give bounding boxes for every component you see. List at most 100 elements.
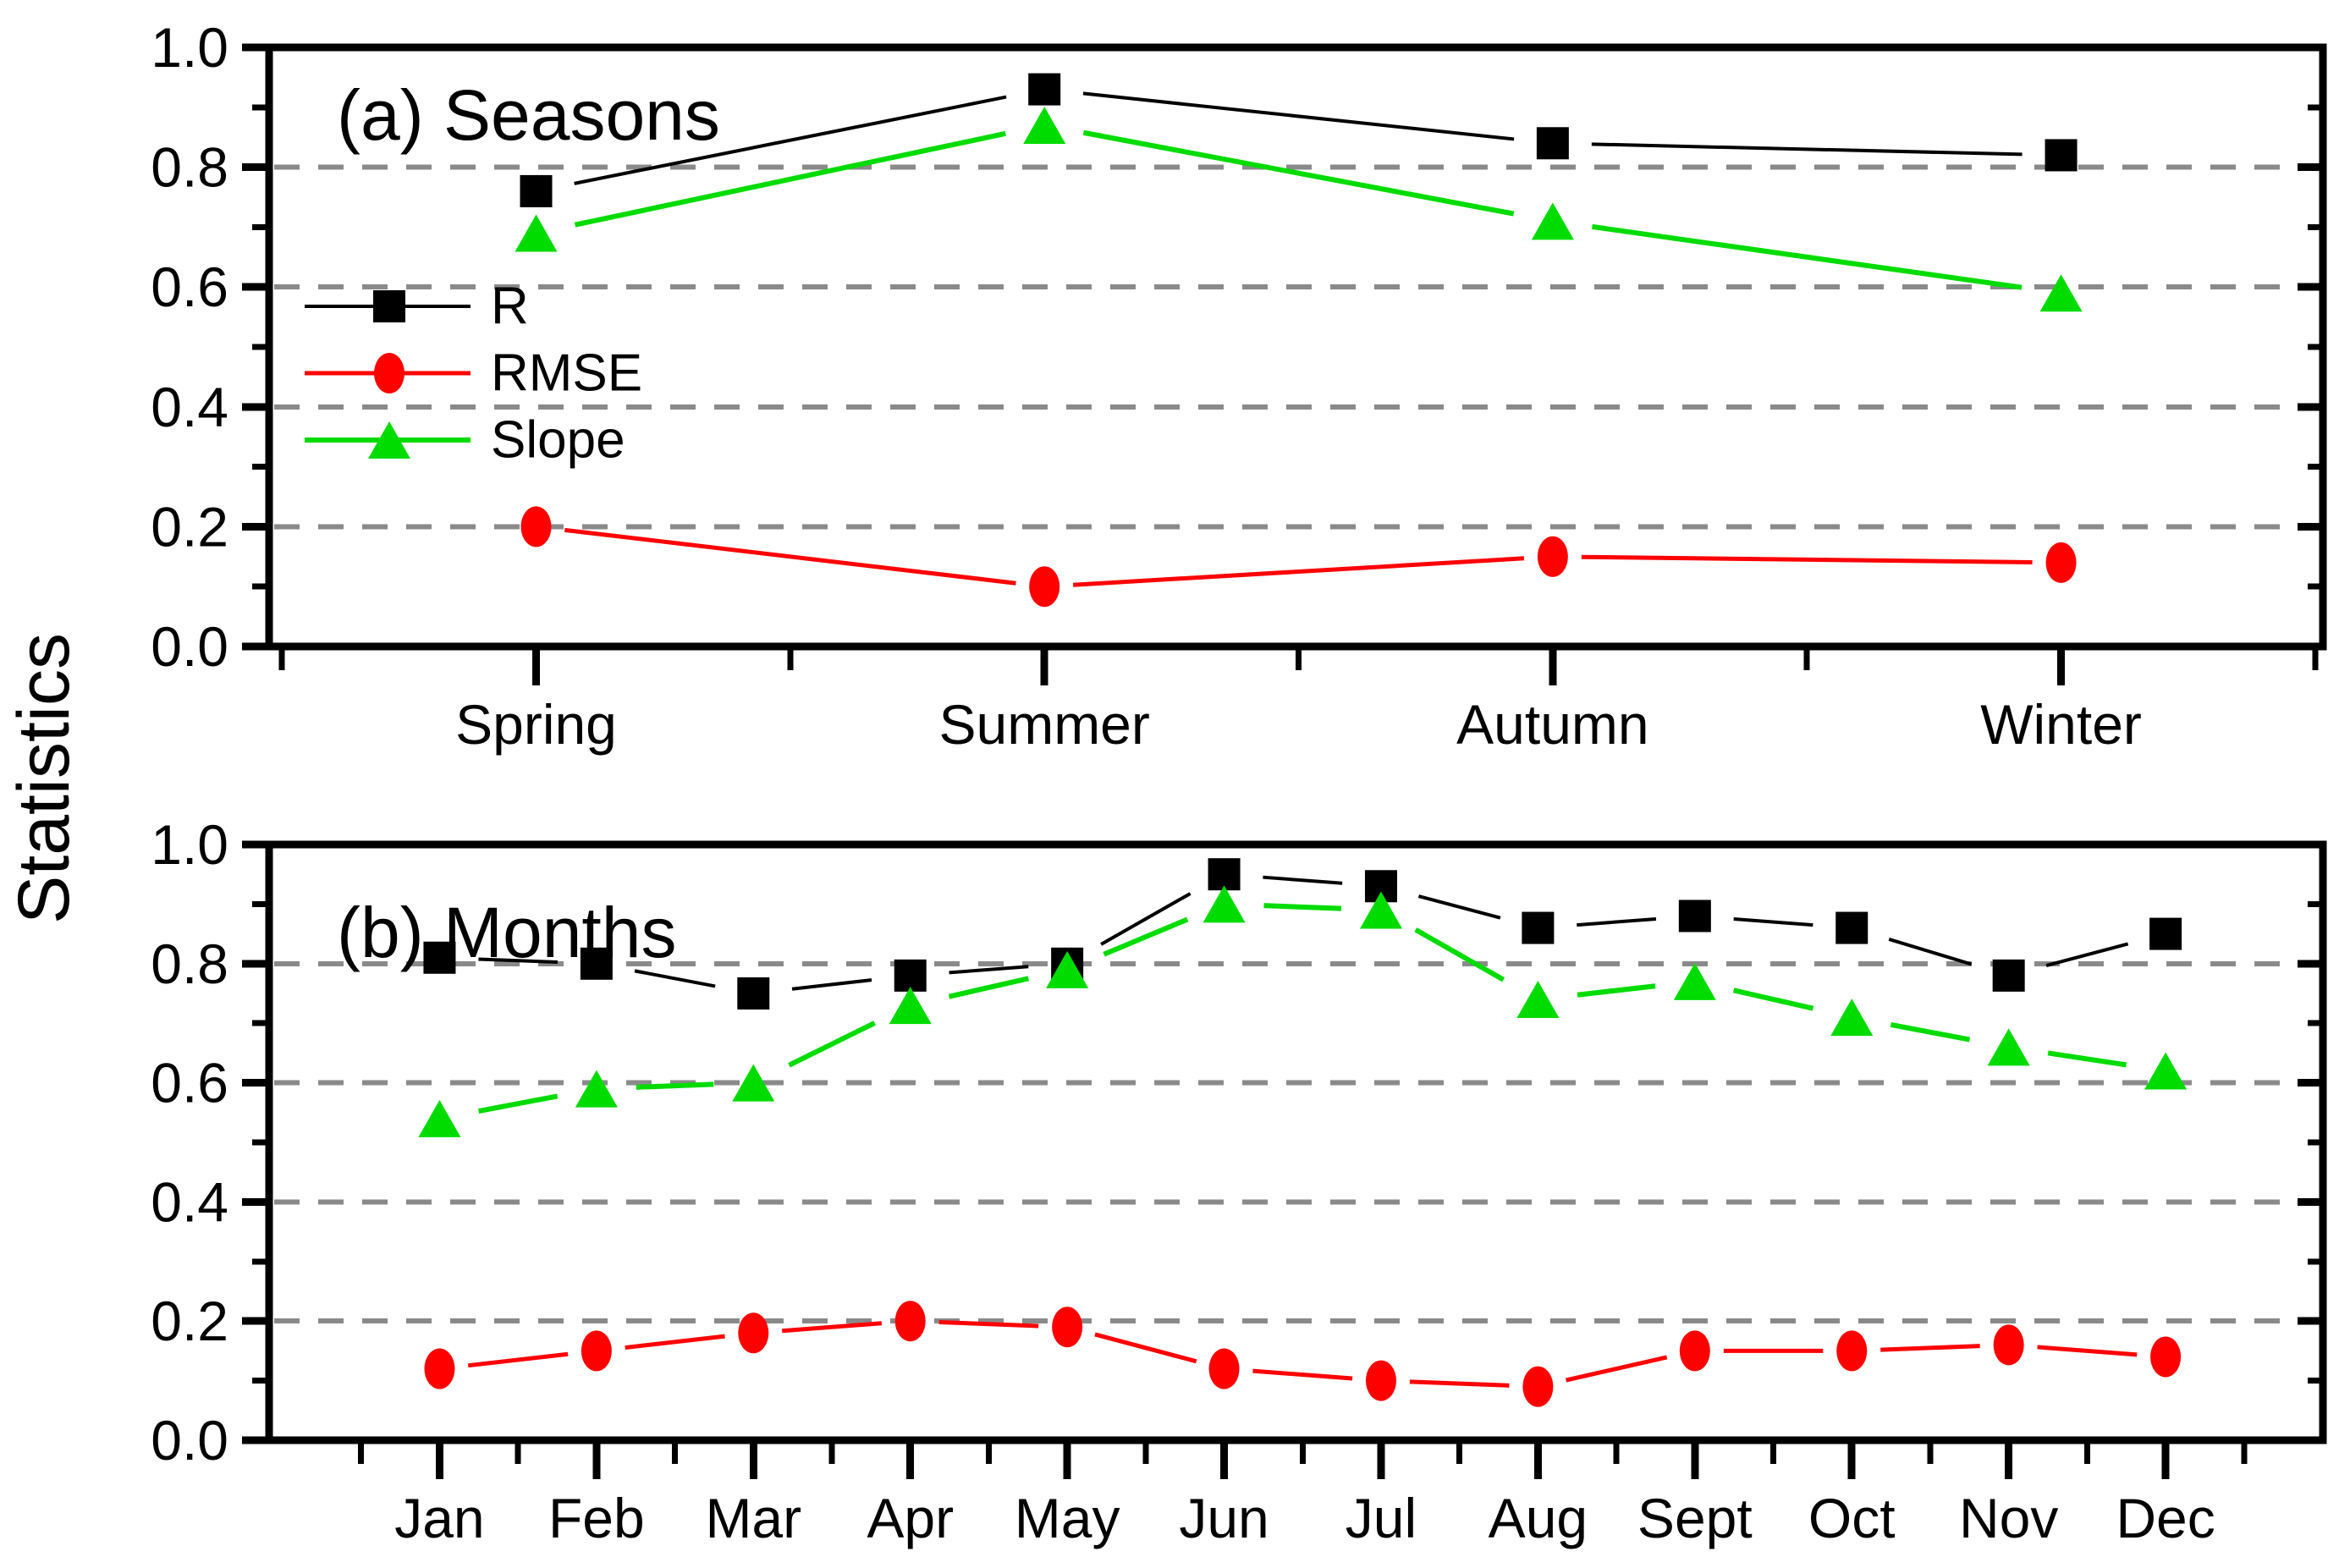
rmse-marker [1029,566,1060,608]
x-category-label: May [1015,1487,1120,1549]
rmse-marker [1208,1348,1240,1389]
legend-Slope-marker [368,421,410,459]
slope-marker [2144,1052,2188,1090]
slope-marker [1203,885,1246,923]
rmse-marker [1052,1307,1083,1348]
rmse-marker [1993,1324,2024,1366]
slope-marker [1023,107,1066,145]
x-category-label: Feb [548,1487,645,1549]
y-tick-label: 0.6 [151,1052,228,1114]
r-marker [423,941,456,974]
x-category-label: Autumn [1456,693,1648,756]
rmse-marker [424,1348,455,1389]
rmse-marker [1679,1330,1710,1372]
r-marker [1992,959,2025,992]
x-category-label: Jan [394,1487,484,1549]
r-marker [737,977,770,1010]
y-tick-label: 0.6 [151,256,228,318]
legend-RMSE-marker [374,353,405,393]
rmse-marker [738,1312,769,1354]
y-tick-label: 1.0 [151,16,228,79]
panel-b-title: (b) Months [337,893,677,972]
x-category-label: Oct [1808,1487,1896,1549]
slope-marker [575,1070,618,1108]
x-category-label: Apr [867,1487,954,1549]
legend-R-marker [373,290,405,322]
x-category-label: Spring [455,693,617,756]
x-category-label: Aug [1489,1487,1588,1549]
slope-marker [515,214,558,252]
x-category-label: Jun [1179,1487,1269,1549]
series-R-line [478,875,2129,991]
rmse-marker [894,1301,926,1342]
series-RMSE-line [564,527,2033,587]
panel-b-frame [265,840,2327,1444]
panel-a-title: (a) Seasons [337,75,720,155]
slope-marker [1046,950,1089,988]
y-tick-label: 0.2 [151,1290,228,1352]
y-tick-label: 0.8 [151,933,228,995]
x-category-label: Summer [939,693,1150,756]
x-category-label: Sept [1637,1487,1753,1549]
r-marker [2045,139,2078,172]
panel-a-group: 0.0 0.2 0.4 0.6 0.8 1.0 Spring Summer Autumn Wint… [151,16,2327,756]
slope-marker [1359,891,1402,929]
slope-marker [1987,1028,2030,1066]
series-RMSE-markers [520,506,2077,608]
slope-marker [889,987,932,1025]
rmse-marker [1365,1360,1396,1401]
y-tick-label: 0.0 [151,615,228,678]
legend-label: RMSE [491,344,642,403]
x-category-label: Winter [1980,693,2142,756]
r-marker [2149,917,2182,950]
x-category-label: Nov [1959,1487,2058,1549]
slope-marker [732,1064,775,1102]
series-R-line [574,91,2023,185]
rmse-marker [2150,1336,2182,1378]
x-category-label: Mar [705,1487,801,1549]
rmse-marker [1522,1366,1554,1407]
panel-b-group: 0.0 0.2 0.4 0.6 0.8 1.0 Jan Feb Mar Apr May Jun Jul A… [151,813,2327,1549]
slope-marker [1830,999,1874,1037]
r-marker [1678,900,1711,933]
y-tick-label: 0.2 [151,495,228,558]
y-tick-label: 0.4 [151,1170,228,1233]
r-marker [894,959,927,992]
legend: R RMSE Slope [305,278,642,470]
r-marker [1522,911,1555,944]
series-R-markers [520,73,2078,207]
rmse-marker [1836,1330,1868,1372]
rmse-marker [581,1330,612,1372]
panel-a-frame [265,43,2327,651]
r-marker [1536,127,1569,160]
x-category-label: Jul [1346,1487,1417,1549]
legend-label: Slope [491,411,625,470]
y-tick-label: 0.4 [151,376,228,438]
slope-marker [2039,274,2083,312]
series-Slope-line [574,129,2023,290]
series-Slope-markers [515,107,2083,312]
slope-marker [1516,981,1560,1019]
slope-marker [1673,962,1716,1000]
r-marker [1835,911,1868,944]
y-tick-label: 1.0 [151,813,228,876]
rmse-marker [520,506,552,547]
y-axis-label: Statistics [3,632,85,925]
series-R-markers [423,858,2182,1010]
series-Slope-markers [418,885,2188,1137]
slope-marker [1531,202,1574,240]
y-tick-label: 0.8 [151,136,228,199]
series-RMSE-markers [424,1301,2182,1407]
rmse-marker [1537,536,1568,577]
r-marker [520,174,553,207]
series-RMSE-line [467,1319,2138,1388]
legend-label: R [491,278,529,336]
r-marker [580,947,613,980]
r-marker [1028,73,1061,106]
slope-marker [418,1099,461,1137]
series-Slope-line [478,903,2127,1114]
y-tick-label: 0.0 [151,1409,228,1472]
x-category-label: Dec [2116,1487,2215,1549]
